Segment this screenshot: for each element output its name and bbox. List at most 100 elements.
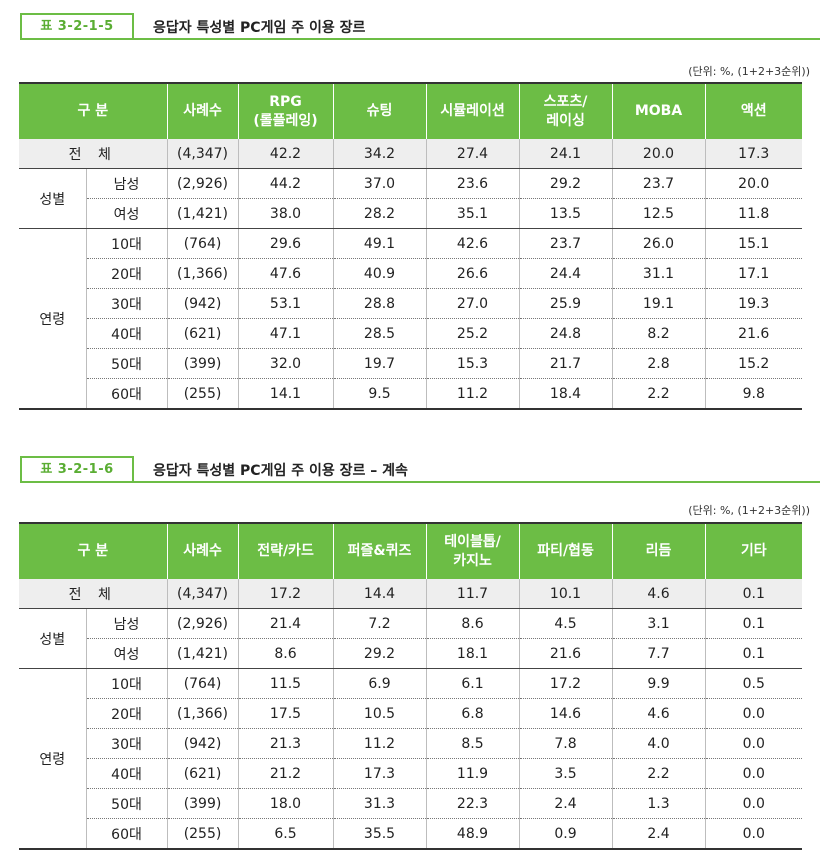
cell-value: 21.6 xyxy=(705,318,803,349)
header-sports-line2: 레이싱 xyxy=(546,112,585,129)
cell-value: 8.2 xyxy=(612,318,706,349)
cell-n: (2,926) xyxy=(167,168,239,199)
cell-value: 20.0 xyxy=(612,139,706,169)
cell-value: 26.0 xyxy=(612,228,706,259)
cell-value: 48.9 xyxy=(426,818,520,850)
cell-value: 31.1 xyxy=(612,258,706,289)
cell-value: 15.3 xyxy=(426,348,520,379)
cell-value: 7.2 xyxy=(333,608,427,639)
cell-value: 24.8 xyxy=(519,318,613,349)
cell-n: (764) xyxy=(167,228,239,259)
cell-value: 1.3 xyxy=(612,788,706,819)
cell-value: 0.0 xyxy=(705,818,803,850)
cell-value: 49.1 xyxy=(333,228,427,259)
header-row: 구 분 사례수 전략/카드 퍼즐&퀴즈 테이블톱/카지노 파티/협동 리듬 기타 xyxy=(19,522,803,579)
cell-value: 35.5 xyxy=(333,818,427,850)
cell-n: (621) xyxy=(167,318,239,349)
group-label: 연령 xyxy=(19,668,87,850)
cell-value: 2.8 xyxy=(612,348,706,379)
cell-value: 14.6 xyxy=(519,698,613,729)
cell-n: (1,366) xyxy=(167,698,239,729)
cell-value: 17.1 xyxy=(705,258,803,289)
header-rpg-line1: RPG xyxy=(269,93,302,110)
header-tabletop-casino: 테이블톱/카지노 xyxy=(426,522,520,579)
total-row: 전 체 (4,347) 42.2 34.2 27.4 24.1 20.0 17.… xyxy=(19,139,803,169)
cell-value: 18.4 xyxy=(519,378,613,410)
table-title: 응답자 특성별 PC게임 주 이용 장르 xyxy=(153,20,366,36)
cell-value: 11.2 xyxy=(333,728,427,759)
cell-value: 38.0 xyxy=(238,198,334,229)
row-label: 10대 xyxy=(86,228,168,259)
cell-value: 29.6 xyxy=(238,228,334,259)
table-row: 여성 (1,421) 8.6 29.2 18.1 21.6 7.7 0.1 xyxy=(19,638,803,669)
cell-value: 47.1 xyxy=(238,318,334,349)
table-row: 50대 (399) 32.0 19.7 15.3 21.7 2.8 15.2 xyxy=(19,348,803,379)
cell-value: 40.9 xyxy=(333,258,427,289)
unit-note: (단위: %, (1+2+3순위)) xyxy=(688,65,810,78)
row-label: 남성 xyxy=(86,608,168,639)
table-row: 40대 (621) 47.1 28.5 25.2 24.8 8.2 21.6 xyxy=(19,318,803,349)
row-label: 20대 xyxy=(86,258,168,289)
table-row: 20대 (1,366) 47.6 40.9 26.6 24.4 31.1 17.… xyxy=(19,258,803,289)
row-label: 남성 xyxy=(86,168,168,199)
cell-n: (1,421) xyxy=(167,198,239,229)
cell-value: 21.3 xyxy=(238,728,334,759)
header-puzzle-quiz: 퍼즐&퀴즈 xyxy=(333,522,427,579)
cell-value: 0.1 xyxy=(705,608,803,639)
row-label: 50대 xyxy=(86,788,168,819)
header-rpg-line2: (롤플레잉) xyxy=(253,112,318,129)
cell-value: 25.2 xyxy=(426,318,520,349)
cell-value: 7.7 xyxy=(612,638,706,669)
header-etc: 기타 xyxy=(705,522,803,579)
header-category: 구 분 xyxy=(19,522,168,579)
cell-n: (942) xyxy=(167,288,239,319)
cell-value: 6.5 xyxy=(238,818,334,850)
cell-value: 21.6 xyxy=(519,638,613,669)
table-row: 60대 (255) 6.5 35.5 48.9 0.9 2.4 0.0 xyxy=(19,818,803,850)
cell-value: 15.2 xyxy=(705,348,803,379)
table-section-1: 표 3-2-1-5 응답자 특성별 PC게임 주 이용 장르 (단위: %, (… xyxy=(0,0,832,410)
cell-value: 14.4 xyxy=(333,579,427,609)
cell-n: (764) xyxy=(167,668,239,699)
cell-value: 0.0 xyxy=(705,728,803,759)
unit-note: (단위: %, (1+2+3순위)) xyxy=(688,504,810,517)
cell-value: 6.1 xyxy=(426,668,520,699)
cell-value: 27.0 xyxy=(426,288,520,319)
cell-value: 0.1 xyxy=(705,638,803,669)
header-row: 구 분 사례수 RPG (롤플레잉) 슈팅 시뮬레이션 스포츠/레이싱 MOBA … xyxy=(19,82,803,139)
header-action: 액션 xyxy=(705,82,803,139)
table-row: 여성 (1,421) 38.0 28.2 35.1 13.5 12.5 11.8 xyxy=(19,198,803,229)
cell-value: 10.1 xyxy=(519,579,613,609)
cell-value: 42.2 xyxy=(238,139,334,169)
title-underline xyxy=(134,13,820,40)
row-label: 20대 xyxy=(86,698,168,729)
row-label: 전 체 xyxy=(19,579,168,609)
cell-value: 9.8 xyxy=(705,378,803,410)
table-section-2: 표 3-2-1-6 응답자 특성별 PC게임 주 이용 장르 – 계속 (단위:… xyxy=(0,443,832,850)
header-sample-size: 사례수 xyxy=(167,82,239,139)
table-row: 성별 남성 (2,926) 44.2 37.0 23.6 29.2 23.7 2… xyxy=(19,168,803,229)
table-row: 20대 (1,366) 17.5 10.5 6.8 14.6 4.6 0.0 xyxy=(19,698,803,729)
table-title-row: 표 3-2-1-5 응답자 특성별 PC게임 주 이용 장르 xyxy=(0,0,832,54)
group-label: 연령 xyxy=(19,228,87,410)
row-label: 40대 xyxy=(86,318,168,349)
cell-value: 0.5 xyxy=(705,668,803,699)
header-tabletop-line1: 테이블톱/ xyxy=(444,533,501,550)
cell-n: (399) xyxy=(167,788,239,819)
cell-n: (942) xyxy=(167,728,239,759)
cell-value: 0.0 xyxy=(705,698,803,729)
cell-value: 13.5 xyxy=(519,198,613,229)
cell-value: 27.4 xyxy=(426,139,520,169)
cell-value: 8.5 xyxy=(426,728,520,759)
cell-value: 4.6 xyxy=(612,698,706,729)
cell-value: 9.5 xyxy=(333,378,427,410)
header-category: 구 분 xyxy=(19,82,168,139)
row-label: 여성 xyxy=(86,198,168,229)
header-rhythm: 리듬 xyxy=(612,522,706,579)
cell-n: (399) xyxy=(167,348,239,379)
cell-value: 2.4 xyxy=(519,788,613,819)
genre-table-1: 구 분 사례수 RPG (롤플레잉) 슈팅 시뮬레이션 스포츠/레이싱 MOBA … xyxy=(19,82,803,410)
cell-value: 11.9 xyxy=(426,758,520,789)
cell-value: 23.7 xyxy=(519,228,613,259)
cell-value: 11.8 xyxy=(705,198,803,229)
